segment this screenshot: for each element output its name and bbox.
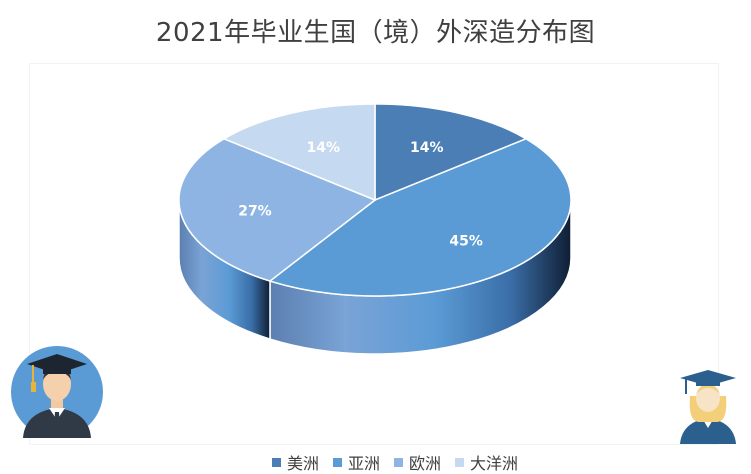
pie-slice-europe[interactable] — [178, 137, 377, 282]
pie-top — [178, 103, 572, 297]
data-label-america: 14% — [410, 140, 444, 156]
data-label-asia: 45% — [449, 233, 483, 249]
legend-label-asia: 亚洲 — [348, 454, 381, 473]
data-label-europe: 27% — [238, 203, 272, 219]
legend-swatch-europe — [394, 457, 404, 467]
graduate-female-icon — [680, 370, 736, 444]
data-label-oceania: 14% — [307, 140, 341, 156]
pie-slice-america[interactable] — [374, 103, 528, 202]
legend-swatch-oceania — [455, 457, 465, 467]
legend-label-europe: 欧洲 — [409, 454, 442, 473]
plot-area: 14% 45% 27% 14% 美洲 亚洲 欧洲 大洋洲 — [30, 64, 718, 473]
legend-item-asia[interactable]: 亚洲 — [333, 450, 380, 474]
legend-label-america: 美洲 — [287, 454, 320, 473]
legend-label-oceania: 大洋洲 — [470, 454, 519, 473]
legend: 美洲 亚洲 欧洲 大洋洲 — [272, 450, 518, 474]
legend-swatch-america — [272, 457, 281, 467]
pie-slice-oceania[interactable] — [222, 103, 376, 202]
chart-title: 2021年毕业生国（境）外深造分布图 — [155, 18, 596, 48]
legend-item-america[interactable]: 美洲 — [272, 450, 319, 474]
pie-chart: 14% 45% 27% 14% — [178, 103, 572, 355]
pie-labels: 14% 45% 27% 14% — [238, 140, 483, 249]
legend-swatch-asia — [333, 457, 343, 467]
pie-slice-asia[interactable] — [268, 137, 572, 297]
legend-item-europe[interactable]: 欧洲 — [394, 450, 441, 474]
legend-item-oceania[interactable]: 大洋洲 — [455, 450, 518, 474]
graduate-male-icon — [11, 346, 103, 438]
